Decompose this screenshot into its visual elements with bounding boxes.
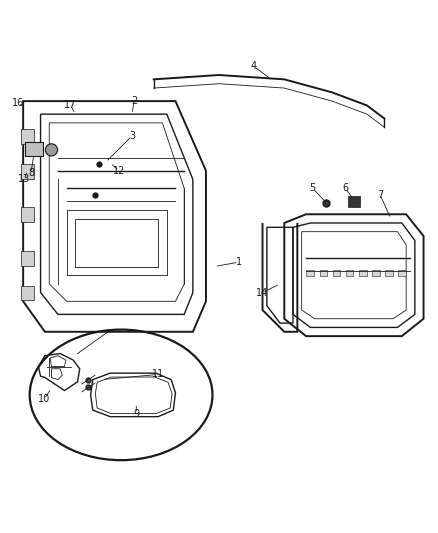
Text: 2: 2 <box>131 96 137 106</box>
Text: 10: 10 <box>38 394 50 404</box>
Text: 12: 12 <box>113 166 125 176</box>
Text: 5: 5 <box>310 183 316 193</box>
Bar <box>307 270 314 276</box>
Bar <box>25 142 43 156</box>
Bar <box>21 251 34 265</box>
Bar <box>359 270 367 276</box>
Bar <box>320 270 327 276</box>
Circle shape <box>46 144 57 156</box>
Bar <box>346 270 353 276</box>
Bar <box>21 164 34 179</box>
Bar <box>21 129 34 144</box>
Text: 17: 17 <box>64 100 76 110</box>
Text: 4: 4 <box>251 61 257 71</box>
Text: 11: 11 <box>152 369 164 379</box>
Text: 1: 1 <box>236 257 242 267</box>
Text: 14: 14 <box>256 288 268 297</box>
Text: 8: 8 <box>28 168 34 178</box>
Bar <box>372 270 380 276</box>
Text: 3: 3 <box>129 131 135 141</box>
Text: 6: 6 <box>342 183 348 193</box>
Bar <box>332 270 340 276</box>
Bar <box>398 270 406 276</box>
Text: 7: 7 <box>377 190 383 200</box>
Bar <box>348 196 360 207</box>
Text: 16: 16 <box>12 98 24 108</box>
Bar <box>385 270 392 276</box>
Bar <box>21 286 34 301</box>
Text: 13: 13 <box>18 174 30 184</box>
Text: 9: 9 <box>133 409 139 418</box>
Bar <box>21 207 34 222</box>
